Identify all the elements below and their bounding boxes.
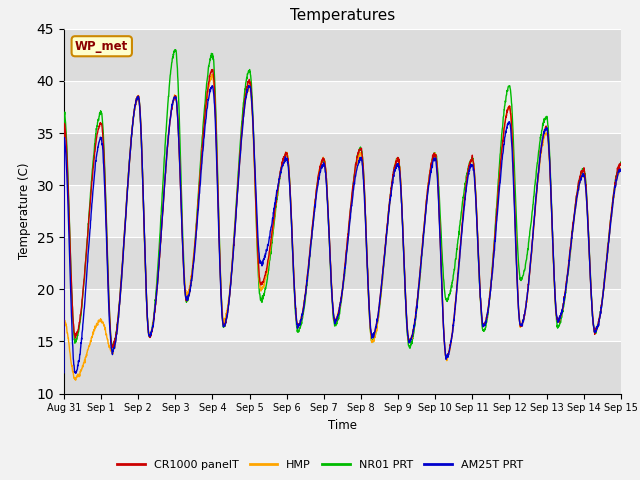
Bar bbox=[64, 81, 621, 133]
Bar bbox=[64, 237, 621, 289]
Bar bbox=[64, 29, 621, 81]
X-axis label: Time: Time bbox=[328, 419, 357, 432]
Bar bbox=[64, 133, 621, 185]
Text: WP_met: WP_met bbox=[75, 40, 129, 53]
Bar bbox=[64, 289, 621, 341]
Y-axis label: Temperature (C): Temperature (C) bbox=[18, 163, 31, 260]
Bar bbox=[64, 185, 621, 237]
Bar bbox=[64, 341, 621, 394]
Title: Temperatures: Temperatures bbox=[290, 9, 395, 24]
Legend: CR1000 panelT, HMP, NR01 PRT, AM25T PRT: CR1000 panelT, HMP, NR01 PRT, AM25T PRT bbox=[113, 456, 527, 474]
